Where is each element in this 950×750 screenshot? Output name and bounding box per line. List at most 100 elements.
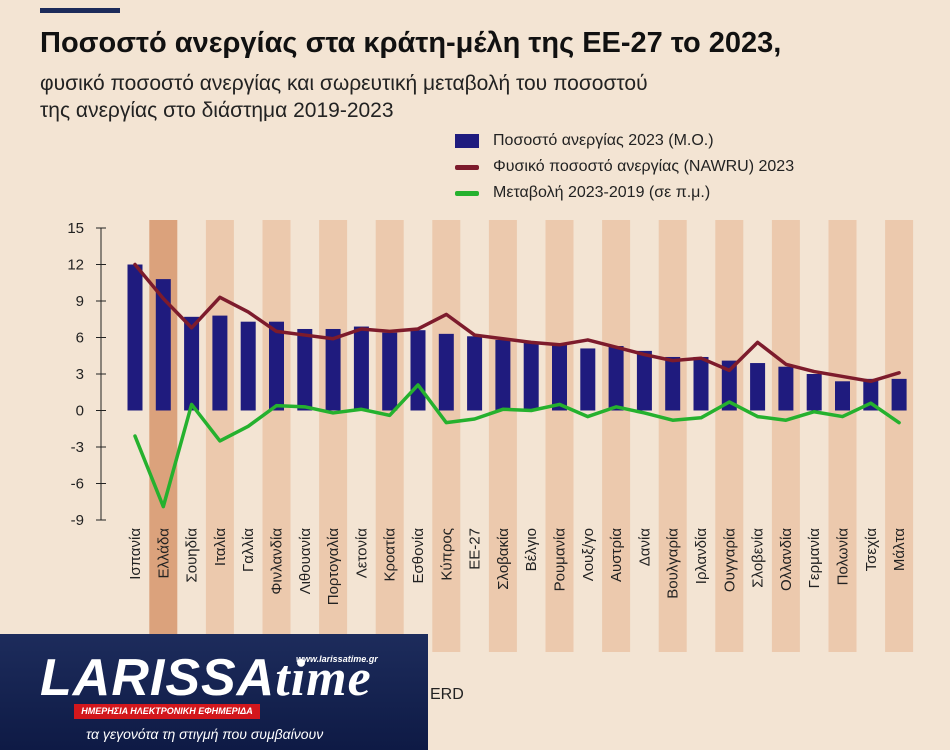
legend-label-unemployment: Ποσοστό ανεργίας 2023 (Μ.Ο.) xyxy=(493,132,714,149)
bar-unemployment xyxy=(155,279,171,411)
x-category-label: Ιρλανδία xyxy=(693,528,710,585)
category-band xyxy=(885,220,914,652)
bar-unemployment xyxy=(552,343,567,411)
y-tick-label: 6 xyxy=(76,330,84,347)
larissatime-logo: LARISSAtime www.larissatime.gr ΗΜΕΡΗΣΙΑ … xyxy=(0,634,428,750)
category-band xyxy=(658,220,687,652)
bar-unemployment xyxy=(750,363,766,411)
category-band xyxy=(545,220,574,652)
bar-unemployment xyxy=(693,356,709,411)
x-category-label: Φινλανδία xyxy=(269,528,286,595)
y-tick-label: -3 xyxy=(71,439,84,456)
bar-unemployment xyxy=(438,333,454,411)
x-category-label: Λουξ/γο xyxy=(580,528,597,581)
header-accent-bar xyxy=(40,8,120,13)
bar-unemployment xyxy=(891,378,907,411)
logo-wordmark: LARISSAtime xyxy=(40,648,372,708)
logo-strip: ΗΜΕΡΗΣΙΑ ΗΛΕΚΤΡΟΝΙΚΗ ΕΦΗΜΕΡΙΔΑ xyxy=(74,704,260,719)
bar-unemployment xyxy=(806,374,822,411)
legend-label-change: Μεταβολή 2023-2019 (σε π.μ.) xyxy=(493,184,711,201)
legend-item-unemployment: Ποσοστό ανεργίας 2023 (Μ.Ο.) xyxy=(455,128,794,154)
x-category-label: Γαλλία xyxy=(240,528,257,572)
legend-swatch-bar xyxy=(455,134,479,148)
bar-unemployment xyxy=(212,315,228,411)
source-note: ERD xyxy=(430,686,464,703)
bar-unemployment xyxy=(353,326,369,411)
y-tick-label: 12 xyxy=(67,257,84,274)
x-category-label: Ρουμανία xyxy=(552,528,569,592)
chart-subtitle: φυσικό ποσοστό ανεργίας και σωρευτική με… xyxy=(40,70,930,124)
bar-unemployment xyxy=(636,350,652,411)
y-tick-label: -9 xyxy=(71,512,84,529)
bar-unemployment xyxy=(127,264,143,411)
bar-unemployment xyxy=(523,342,539,411)
x-category-label: Λετονία xyxy=(353,528,370,579)
bar-unemployment xyxy=(863,378,879,411)
logo-tagline: τα γεγονότα τη στιγμή που συμβαίνουν xyxy=(86,726,324,742)
x-category-label: Κροατία xyxy=(382,528,399,582)
bar-unemployment xyxy=(467,336,483,411)
x-category-label: Ολλανδία xyxy=(778,528,795,591)
chart-subtitle-line-2: της ανεργίας στο διάστημα 2019-2023 xyxy=(40,99,394,122)
y-tick-label: 0 xyxy=(76,403,84,420)
legend-swatch-change xyxy=(455,190,479,196)
category-band xyxy=(602,220,631,652)
bar-unemployment xyxy=(240,321,256,411)
line-change-2019-2023 xyxy=(133,383,901,509)
category-band xyxy=(319,220,348,652)
bar-unemployment xyxy=(297,328,313,411)
bar-unemployment xyxy=(410,330,426,411)
x-category-label: ΕΕ-27 xyxy=(467,528,484,570)
x-category-label: Πολωνία xyxy=(835,528,852,586)
bar-unemployment xyxy=(721,360,737,411)
x-category-label: Σλοβακία xyxy=(495,528,512,590)
bar-unemployment xyxy=(325,328,341,411)
chart-legend: Ποσοστό ανεργίας 2023 (Μ.Ο.) Φυσικό ποσο… xyxy=(455,128,794,206)
category-band xyxy=(375,220,404,652)
bar-unemployment xyxy=(269,321,284,411)
y-tick-label: 9 xyxy=(76,293,84,310)
x-category-label: Μάλτα xyxy=(891,528,908,571)
chart-title: Ποσοστό ανεργίας στα κράτη-μέλη της ΕΕ-2… xyxy=(40,27,782,59)
x-category-label: Ισπανία xyxy=(127,528,144,580)
x-category-label: Δανία xyxy=(636,528,653,567)
x-category-label: Αυστρία xyxy=(608,528,625,582)
category-band xyxy=(715,220,744,652)
x-category-label: Βέλγιο xyxy=(523,528,540,571)
x-category-label: Ουγγαρία xyxy=(721,528,738,592)
bar-unemployment xyxy=(665,356,681,411)
y-tick-label: 15 xyxy=(67,220,84,237)
x-category-label: Εσθονία xyxy=(410,528,427,584)
legend-item-nawru: Φυσικό ποσοστό ανεργίας (NAWRU) 2023 xyxy=(455,154,794,180)
bar-unemployment xyxy=(382,332,398,411)
x-category-label: Βουλγαρία xyxy=(665,528,682,599)
logo-main-text: LARISSA xyxy=(40,649,276,707)
category-band xyxy=(771,220,800,652)
y-tick-label: -6 xyxy=(71,476,84,493)
chart-subtitle-line-1: φυσικό ποσοστό ανεργίας και σωρευτική με… xyxy=(40,72,648,95)
logo-time-text: time xyxy=(275,650,372,707)
x-category-label: Ελλάδα xyxy=(155,528,172,579)
bar-unemployment xyxy=(495,339,511,411)
x-category-label: Πορτογαλία xyxy=(325,528,342,606)
x-category-label: Ιταλία xyxy=(212,528,229,566)
category-band xyxy=(488,220,517,652)
bar-unemployment xyxy=(184,316,200,411)
bar-unemployment xyxy=(608,346,624,411)
legend-item-change: Μεταβολή 2023-2019 (σε π.μ.) xyxy=(455,180,794,206)
bar-unemployment xyxy=(778,366,794,411)
logo-url: www.larissatime.gr xyxy=(296,654,378,664)
y-tick-label: 3 xyxy=(76,366,84,383)
x-category-label: Λιθουανία xyxy=(297,528,314,595)
category-band xyxy=(828,220,857,652)
bar-unemployment xyxy=(835,381,850,411)
bar-unemployment xyxy=(580,348,596,411)
legend-label-nawru: Φυσικό ποσοστό ανεργίας (NAWRU) 2023 xyxy=(493,158,795,175)
x-category-label: Τσεχία xyxy=(863,528,880,572)
x-category-label: Σουηδία xyxy=(184,528,201,583)
x-category-label: Σλοβενία xyxy=(750,528,767,588)
x-category-label: Γερμανία xyxy=(806,528,823,589)
category-band xyxy=(262,220,291,652)
line-nawru xyxy=(133,262,901,384)
